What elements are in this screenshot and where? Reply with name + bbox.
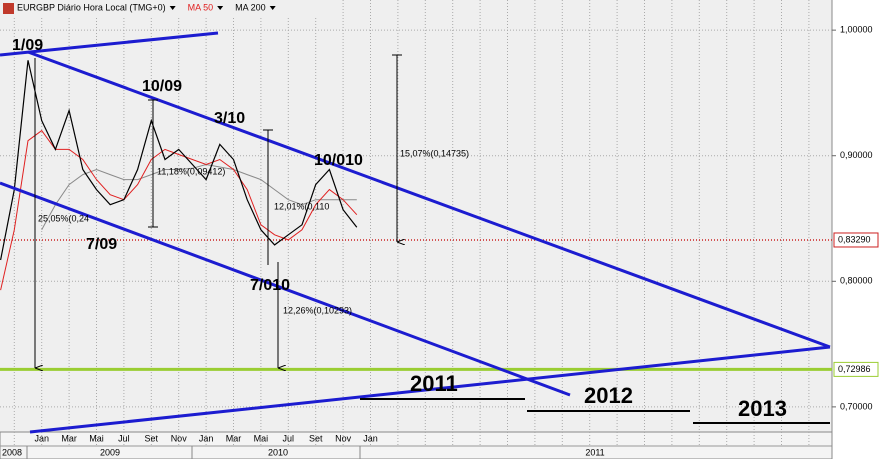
annotation: 25,05%(0,24 [38,213,89,223]
year-label: 2009 [100,447,120,457]
trend-line [0,181,571,397]
legend-dropdown [169,6,176,10]
legend-label: MA 50 [188,2,214,12]
period-label: 2012 [584,383,633,408]
price-label-box [833,232,879,248]
annotation: 10/09 [142,78,182,95]
trend-line [29,345,831,434]
x-tick-label: Jan [199,433,214,443]
price-label: 0,83290 [838,234,871,244]
period-label: 2011 [410,371,458,396]
annotation: 11,18%(0,09412) [157,166,225,176]
annotation: 10/010 [314,152,363,169]
y-tick-label: 1,00000 [840,25,873,35]
x-tick-label: Set [145,433,159,443]
annotation: 7/09 [86,236,117,253]
year-label: 2011 [585,447,604,457]
annotation: 15,07%(0,14735) [400,148,469,158]
period-label: 2013 [738,396,787,421]
x-tick-label: Mai [89,433,104,443]
x-tick-label: Nov [335,433,352,443]
price-label: 0,72986 [838,364,871,374]
annotation: 7/010 [250,277,290,294]
series-line [0,129,358,291]
legend: EURGBP Diário Hora Local (TMG+0) MA 50 MA … [0,0,340,16]
x-tick-label: Jan [363,433,378,443]
x-tick-label: Mai [254,433,269,443]
legend-label: EURGBP Diário Hora Local (TMG+0) [17,2,166,12]
x-tick-label: Set [309,433,323,443]
x-tick-label: Mar [61,433,77,443]
grid [0,0,832,446]
series-line [41,163,357,231]
legend-label: MA 200 [235,2,266,12]
annotation: 3/10 [214,110,245,127]
trend-lines [0,31,831,434]
year-label: 2010 [268,447,288,457]
y-tick-label: 0,90000 [840,150,873,160]
trend-line [0,31,219,57]
series-line [0,60,358,261]
legend-dropdown [269,6,276,10]
legend-bar [0,0,340,16]
x-tick-label: Nov [171,433,188,443]
legend-icon [3,3,14,14]
legend-dropdown [217,6,224,10]
year-label: 2008 [2,447,22,457]
y-tick-label: 0,70000 [840,401,873,411]
trend-line [27,50,831,349]
annotation: 12,26%(0,10293) [283,305,352,315]
axis-panel [832,0,880,459]
y-tick-label: 0,80000 [840,276,873,286]
plot [0,60,832,371]
x-tick-label: Jul [118,433,130,443]
price-label-box [833,361,879,377]
annotation: 12,01%(0,110 [274,201,329,211]
x-tick-label: Jan [34,433,49,443]
annotation: 1/09 [12,37,43,54]
x-tick-label: Jul [283,433,295,443]
plot-background [0,0,832,432]
measure-lines [34,54,830,424]
x-tick-label: Mar [226,433,242,443]
